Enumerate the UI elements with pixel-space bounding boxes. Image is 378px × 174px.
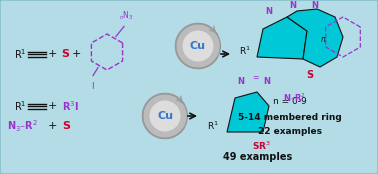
Text: +: + bbox=[71, 49, 81, 59]
Text: N: N bbox=[290, 1, 296, 10]
Text: R$^1$: R$^1$ bbox=[14, 47, 26, 61]
Circle shape bbox=[149, 100, 181, 132]
Text: I: I bbox=[91, 82, 93, 91]
Text: S: S bbox=[61, 49, 69, 59]
Text: n: n bbox=[321, 34, 325, 44]
Text: 5-14 membered ring: 5-14 membered ring bbox=[238, 113, 342, 121]
Text: R$^3$I: R$^3$I bbox=[62, 99, 79, 113]
Text: SR$^3$: SR$^3$ bbox=[251, 140, 271, 152]
Text: N–R$^2$: N–R$^2$ bbox=[283, 92, 306, 104]
Text: +: + bbox=[47, 101, 57, 111]
Text: S: S bbox=[307, 70, 314, 80]
Polygon shape bbox=[257, 17, 307, 59]
Text: +: + bbox=[47, 121, 57, 131]
Text: 49 examples: 49 examples bbox=[223, 152, 293, 162]
Text: $_n$N$_3$: $_n$N$_3$ bbox=[119, 10, 133, 22]
Text: R$^1$: R$^1$ bbox=[239, 45, 251, 57]
Polygon shape bbox=[227, 92, 269, 132]
Text: N: N bbox=[263, 77, 271, 86]
Text: =: = bbox=[252, 73, 258, 82]
Text: N$_3$–R$^2$: N$_3$–R$^2$ bbox=[6, 118, 37, 134]
Circle shape bbox=[176, 24, 220, 68]
Circle shape bbox=[143, 94, 187, 138]
Text: R$^1$: R$^1$ bbox=[14, 99, 26, 113]
Text: +: + bbox=[47, 49, 57, 59]
Circle shape bbox=[182, 30, 214, 62]
Text: N: N bbox=[311, 1, 319, 10]
Text: S: S bbox=[62, 121, 70, 131]
Text: N: N bbox=[237, 77, 245, 86]
Polygon shape bbox=[287, 9, 343, 67]
Text: Cu: Cu bbox=[157, 111, 173, 121]
Text: n = 0-9: n = 0-9 bbox=[273, 97, 307, 106]
Text: 22 examples: 22 examples bbox=[258, 126, 322, 136]
Text: N: N bbox=[265, 6, 273, 15]
Text: Cu: Cu bbox=[190, 41, 206, 51]
Text: R$^1$: R$^1$ bbox=[207, 120, 219, 132]
